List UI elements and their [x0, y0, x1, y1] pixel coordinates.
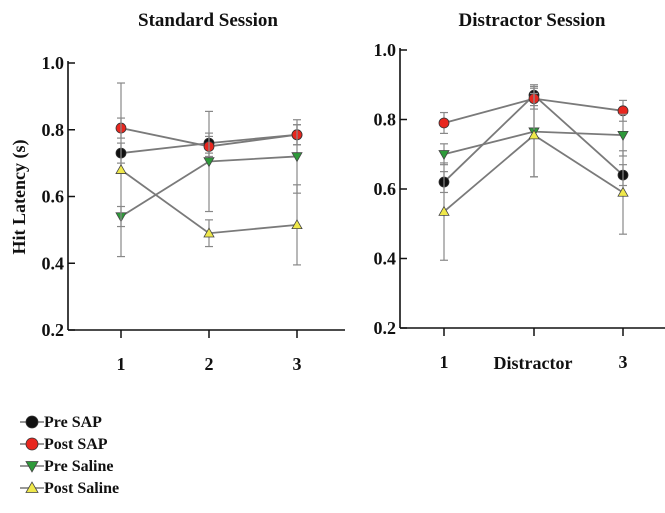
y-tick-label: 0.2 — [42, 320, 65, 340]
legend-item: Pre SAP — [20, 414, 102, 431]
legend-marker — [25, 481, 39, 493]
legend-marker — [25, 415, 39, 429]
data-point — [115, 163, 127, 174]
y-tick-label: 0.6 — [42, 187, 65, 207]
panel-title: Distractor Session — [459, 10, 606, 31]
y-tick-label: 0.6 — [374, 179, 397, 199]
legend-marker — [25, 461, 39, 473]
y-axis-label: Hit Latency (s) — [9, 140, 30, 255]
x-tick-label: 1 — [117, 354, 126, 374]
y-tick-label: 0.2 — [374, 318, 397, 338]
data-point — [438, 205, 450, 216]
legend-label: Pre Saline — [44, 458, 113, 475]
data-point — [617, 130, 629, 141]
distractor-session-panel: Distractor Session Distractor 0.2 0.4 0.6 0… — [374, 10, 665, 373]
series-post-saline — [115, 82, 303, 266]
legend-label: Post Saline — [44, 480, 119, 497]
legend-item: Post SAP — [20, 436, 108, 453]
data-point — [438, 150, 450, 161]
panel-title: Standard Session — [138, 10, 278, 31]
x-tick-label: 3 — [293, 354, 302, 374]
y-tick-label: 1.0 — [42, 53, 65, 73]
data-point — [438, 117, 450, 129]
y-tick-label: 0.4 — [42, 253, 65, 273]
y-tick-label: 0.8 — [374, 110, 397, 130]
x-tick-label: 2 — [205, 354, 214, 374]
legend-label: Pre SAP — [44, 414, 102, 431]
data-point — [203, 227, 215, 238]
data-point — [203, 157, 215, 168]
data-point — [528, 129, 540, 140]
x-tick-label: 3 — [619, 352, 628, 372]
standard-session-panel: Standard Session Hit Latency (s) 0.2 0.4 0… — [9, 10, 345, 374]
y-tick-label: 0.4 — [374, 249, 397, 269]
legend: Pre SAP Post SAP Pre Saline Post Saline — [20, 414, 119, 497]
legend-marker — [25, 437, 39, 451]
series-pre-saline — [115, 110, 303, 228]
x-axis-label: Distractor — [494, 353, 573, 373]
data-point — [617, 186, 629, 197]
y-tick-label: 1.0 — [374, 40, 397, 60]
data-point — [291, 219, 303, 230]
legend-item: Post Saline — [20, 480, 119, 497]
legend-item: Pre Saline — [20, 458, 113, 475]
legend-label: Post SAP — [44, 436, 108, 453]
x-tick-label: 1 — [440, 352, 449, 372]
data-point — [291, 152, 303, 163]
series-post-saline — [438, 92, 629, 261]
y-tick-label: 0.8 — [42, 120, 65, 140]
